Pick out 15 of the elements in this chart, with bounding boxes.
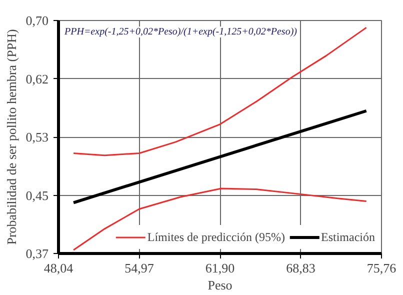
x-tick-label: 48,04: [44, 260, 74, 276]
legend-label: Estimación: [321, 230, 375, 244]
y-tick-label: 0,37: [26, 246, 49, 261]
y-tick-label: 0,53: [26, 130, 48, 144]
y-tick-label: 0,70: [26, 13, 48, 28]
y-tick-label: 0,62: [26, 71, 48, 86]
legend-label: Límites de predicción (95%): [147, 230, 285, 244]
x-tick-label: 68,83: [286, 260, 316, 276]
x-tick-label: 75,76: [366, 260, 397, 276]
annotation: PPH=exp(-1,25+0,02*Peso)/(1+exp(-1,125+0,02*Peso)): [64, 26, 298, 38]
x-axis-title: Peso: [208, 278, 232, 292]
x-tick-label: 54,97: [124, 260, 154, 276]
y-tick-label: 0,45: [26, 188, 48, 203]
x-tick-label: 61,90: [205, 260, 235, 276]
y-axis-title: Probabilidad de ser pollito hembra (PPH): [4, 29, 19, 245]
